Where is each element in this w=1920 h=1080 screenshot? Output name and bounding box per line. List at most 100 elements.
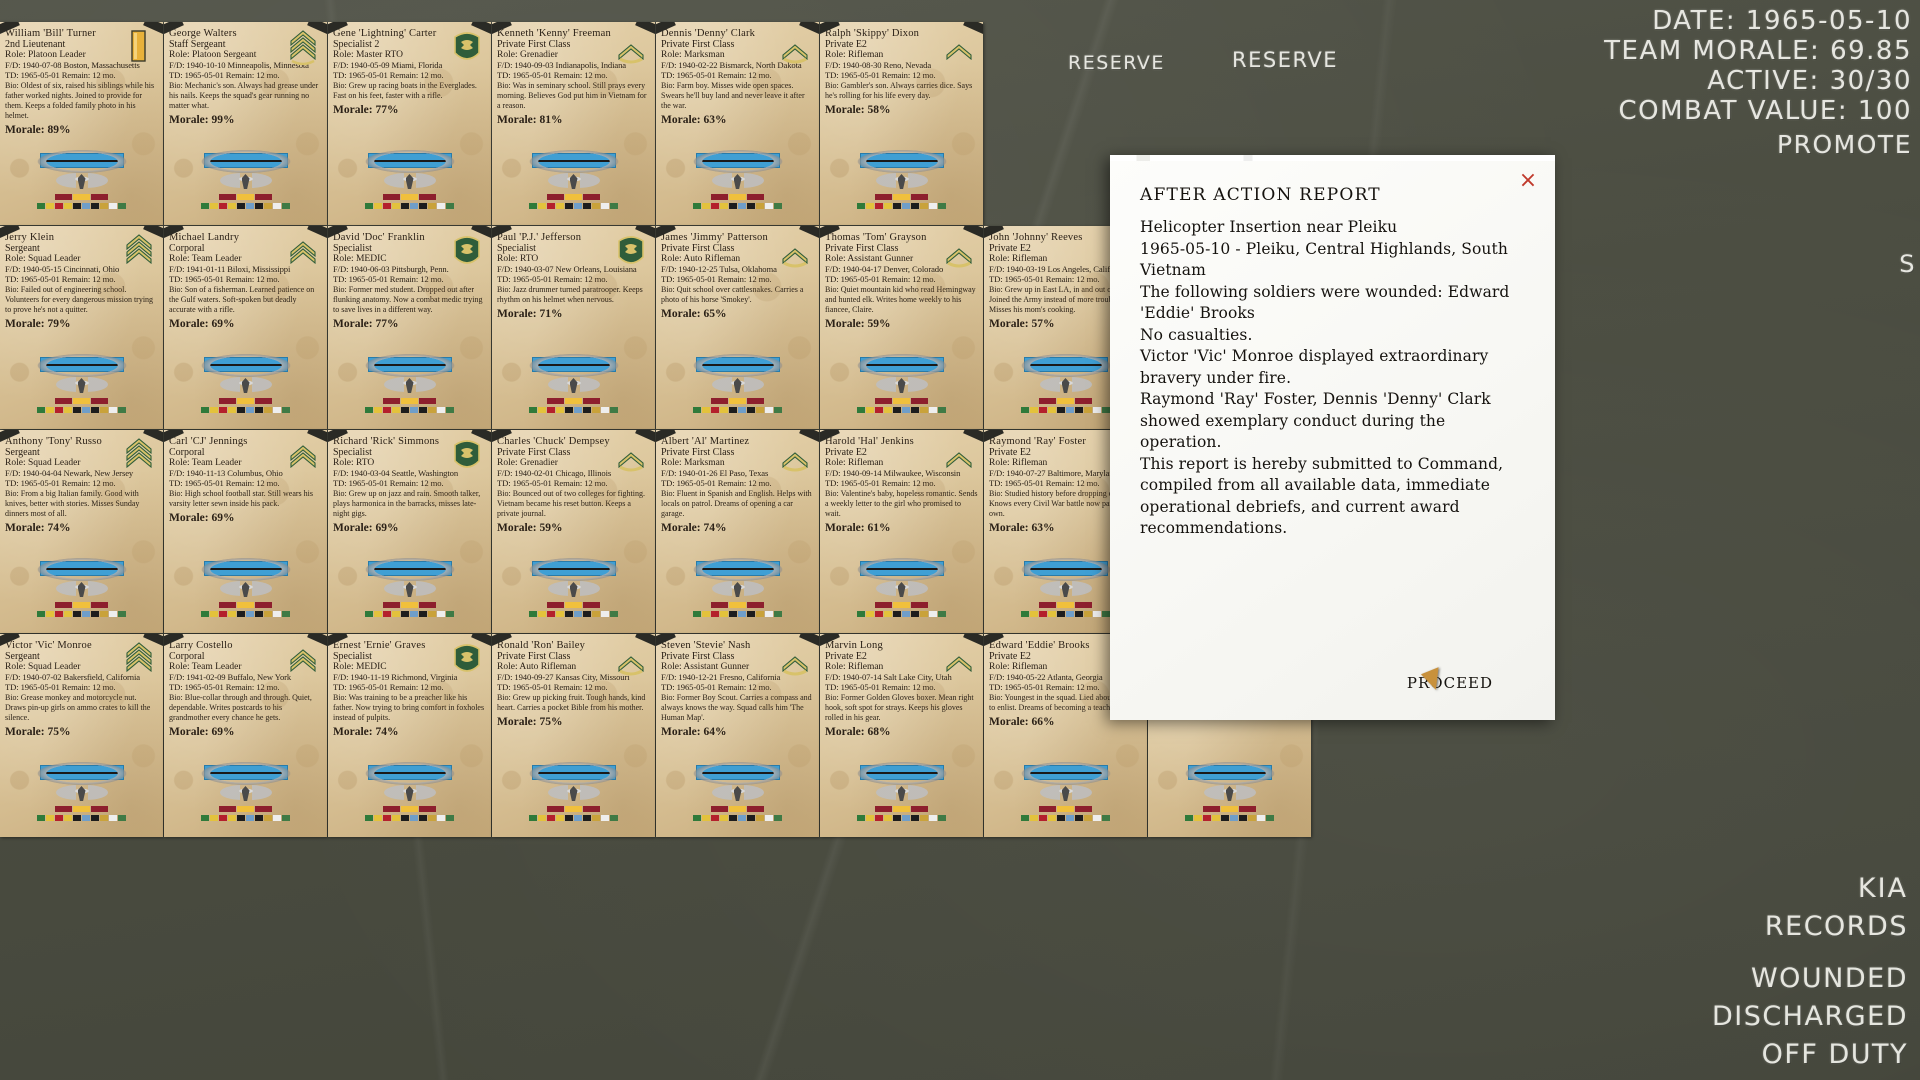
ribbon <box>219 203 227 209</box>
menu-item-discharged[interactable]: DISCHARGED <box>1711 1001 1908 1032</box>
soldier-morale: Morale: 79% <box>5 318 71 330</box>
soldier-card[interactable]: Albert 'Al' Martinez Private First Class… <box>656 430 819 633</box>
soldier-card[interactable]: William 'Bill' Turner 2nd Lieutenant Rol… <box>0 22 163 225</box>
menu-item-wounded[interactable]: WOUNDED <box>1750 963 1908 994</box>
soldier-card[interactable]: Ronald 'Ron' Bailey Private First Class … <box>492 634 655 837</box>
soldier-tour-date: TD: 1965-05-01 Remain: 12 mo. <box>661 274 772 284</box>
ribbon <box>392 815 400 821</box>
soldier-card[interactable]: Carl 'CJ' Jennings Corporal Role: Team L… <box>164 430 327 633</box>
soldier-card[interactable]: Jerry Klein Sergeant Role: Squad Leader … <box>0 226 163 429</box>
soldier-card[interactable]: Paul 'P.J.' Jefferson Specialist Role: R… <box>492 226 655 429</box>
badge-stack <box>0 353 163 413</box>
soldier-name: William 'Bill' Turner <box>5 28 96 39</box>
soldier-tour-date: TD: 1965-05-01 Remain: 12 mo. <box>5 682 116 692</box>
soldier-name: Edward 'Eddie' Brooks <box>989 640 1090 651</box>
ribbon <box>201 407 209 413</box>
ribbon <box>592 815 600 821</box>
ribbon-row-bottom <box>37 407 126 413</box>
menu-item-records[interactable]: RECORDS <box>1764 911 1908 942</box>
soldier-name: Richard 'Rick' Simmons <box>333 436 440 447</box>
soldier-card[interactable]: Harold 'Hal' Jenkins Private E2 Role: Ri… <box>820 430 983 633</box>
ribbon <box>1266 815 1274 821</box>
ribbon <box>1102 815 1110 821</box>
soldier-rank: Private E2 <box>989 651 1031 662</box>
ribbon <box>747 611 755 617</box>
ribbon <box>228 407 236 413</box>
soldier-card[interactable]: Steven 'Stevie' Nash Private First Class… <box>656 634 819 837</box>
ribbon <box>437 815 445 821</box>
soldier-card[interactable]: Marvin Long Private E2 Role: Rifleman F/… <box>820 634 983 837</box>
ribbon <box>1066 815 1074 821</box>
soldier-card[interactable]: Michael Landry Corporal Role: Team Leade… <box>164 226 327 429</box>
soldier-name: Michael Landry <box>169 232 240 243</box>
ribbon-row-bottom <box>529 611 618 617</box>
stat-combat-value: COMBAT VALUE: 100 <box>1618 96 1912 126</box>
close-icon[interactable]: × <box>1518 168 1538 193</box>
soldier-from-date: F/D: 1940-01-26 El Paso, Texas <box>661 468 769 478</box>
soldier-name: Ralph 'Skippy' Dixon <box>825 28 920 39</box>
soldier-card[interactable]: Thomas 'Tom' Grayson Private First Class… <box>820 226 983 429</box>
soldier-card[interactable]: Kenneth 'Kenny' Freeman Private First Cl… <box>492 22 655 225</box>
soldier-card[interactable]: David 'Doc' Franklin Specialist Role: ME… <box>328 226 491 429</box>
ribbon <box>219 407 227 413</box>
ribbon-row-bottom <box>1185 815 1274 821</box>
soldier-card[interactable]: Edward 'Eddie' Brooks Private E2 Role: R… <box>984 634 1147 837</box>
soldier-card[interactable]: John 'Johnny' Reeves Private E2 Role: Ri… <box>984 226 1147 429</box>
soldier-card[interactable]: James 'Jimmy' Patterson Private First Cl… <box>656 226 819 429</box>
soldier-card[interactable]: Victor 'Vic' Monroe Sergeant Role: Squad… <box>0 634 163 837</box>
ribbon <box>556 611 564 617</box>
ribbon-row-bottom <box>857 611 946 617</box>
ribbon <box>747 398 764 404</box>
soldier-card[interactable]: George Walters Staff Sergeant Role: Plat… <box>164 22 327 225</box>
combat-infantry-badge-icon <box>361 557 458 582</box>
soldier-card[interactable]: Richard 'Rick' Simmons Specialist Role: … <box>328 430 491 633</box>
ribbon-row-top <box>711 398 764 404</box>
ribbon <box>1039 602 1056 608</box>
soldier-card[interactable]: Raymond 'Ray' Foster Private E2 Role: Ri… <box>984 430 1147 633</box>
soldier-from-date: F/D: 1940-05-22 Atlanta, Georgia <box>989 672 1103 682</box>
soldier-from-date: F/D: 1940-09-27 Kansas City, Missouri <box>497 672 630 682</box>
soldier-card[interactable]: Dennis 'Denny' Clark Private First Class… <box>656 22 819 225</box>
combat-infantry-badge-icon <box>197 149 294 174</box>
soldier-rank: Sergeant <box>5 243 40 254</box>
soldier-name: Steven 'Stevie' Nash <box>661 640 751 651</box>
rank-insignia-icon <box>1108 641 1138 677</box>
ribbon <box>774 611 782 617</box>
ribbon <box>374 407 382 413</box>
menu-item-kia[interactable]: KIA <box>1857 873 1908 904</box>
reserve-label-2[interactable]: RESERVE <box>1232 48 1339 72</box>
soldier-tour-date: TD: 1965-05-01 Remain: 12 mo. <box>825 274 936 284</box>
ribbon <box>365 407 373 413</box>
soldier-tour-date: TD: 1965-05-01 Remain: 12 mo. <box>497 478 608 488</box>
ribbon <box>228 815 236 821</box>
ribbon <box>419 203 427 209</box>
promote-button[interactable]: PROMOTE <box>1777 130 1912 159</box>
soldier-morale: Morale: 74% <box>5 522 71 534</box>
badge-stack <box>164 761 327 821</box>
soldier-card[interactable]: Ralph 'Skippy' Dixon Private E2 Role: Ri… <box>820 22 983 225</box>
ribbon <box>419 398 436 404</box>
badge-stack <box>820 149 983 209</box>
soldier-rank: Private First Class <box>661 651 735 662</box>
soldier-rank: Corporal <box>169 243 205 254</box>
soldier-bio: Bio: Farm boy. Misses wide open spaces. … <box>661 81 805 110</box>
soldier-card[interactable]: Larry Costello Corporal Role: Team Leade… <box>164 634 327 837</box>
ribbon <box>729 602 746 608</box>
jump-wings-icon <box>383 375 436 395</box>
ribbon <box>1084 815 1092 821</box>
ribbon-row-top <box>875 806 928 812</box>
reserve-label-1[interactable]: RESERVE <box>1068 52 1165 74</box>
soldier-from-date: F/D: 1940-04-04 Newark, New Jersey <box>5 468 134 478</box>
soldier-card[interactable]: Ernest 'Ernie' Graves Specialist Role: M… <box>328 634 491 837</box>
proceed-button[interactable]: PROCEED <box>1406 674 1493 692</box>
ribbon <box>46 611 54 617</box>
soldier-card[interactable]: Gene 'Lightning' Carter Specialist 2 Rol… <box>328 22 491 225</box>
soldier-bio: Bio: Former Boy Scout. Carries a compass… <box>661 693 812 722</box>
soldier-card[interactable]: Anthony 'Tony' Russo Sergeant Role: Squa… <box>0 430 163 633</box>
ribbon <box>583 815 591 821</box>
menu-item-off-duty[interactable]: OFF DUTY <box>1761 1039 1908 1070</box>
ribbon <box>446 407 454 413</box>
soldier-role: Role: Master RTO <box>333 50 403 60</box>
side-tab-label[interactable]: S <box>1899 250 1916 278</box>
soldier-card[interactable]: Charles 'Chuck' Dempsey Private First Cl… <box>492 430 655 633</box>
